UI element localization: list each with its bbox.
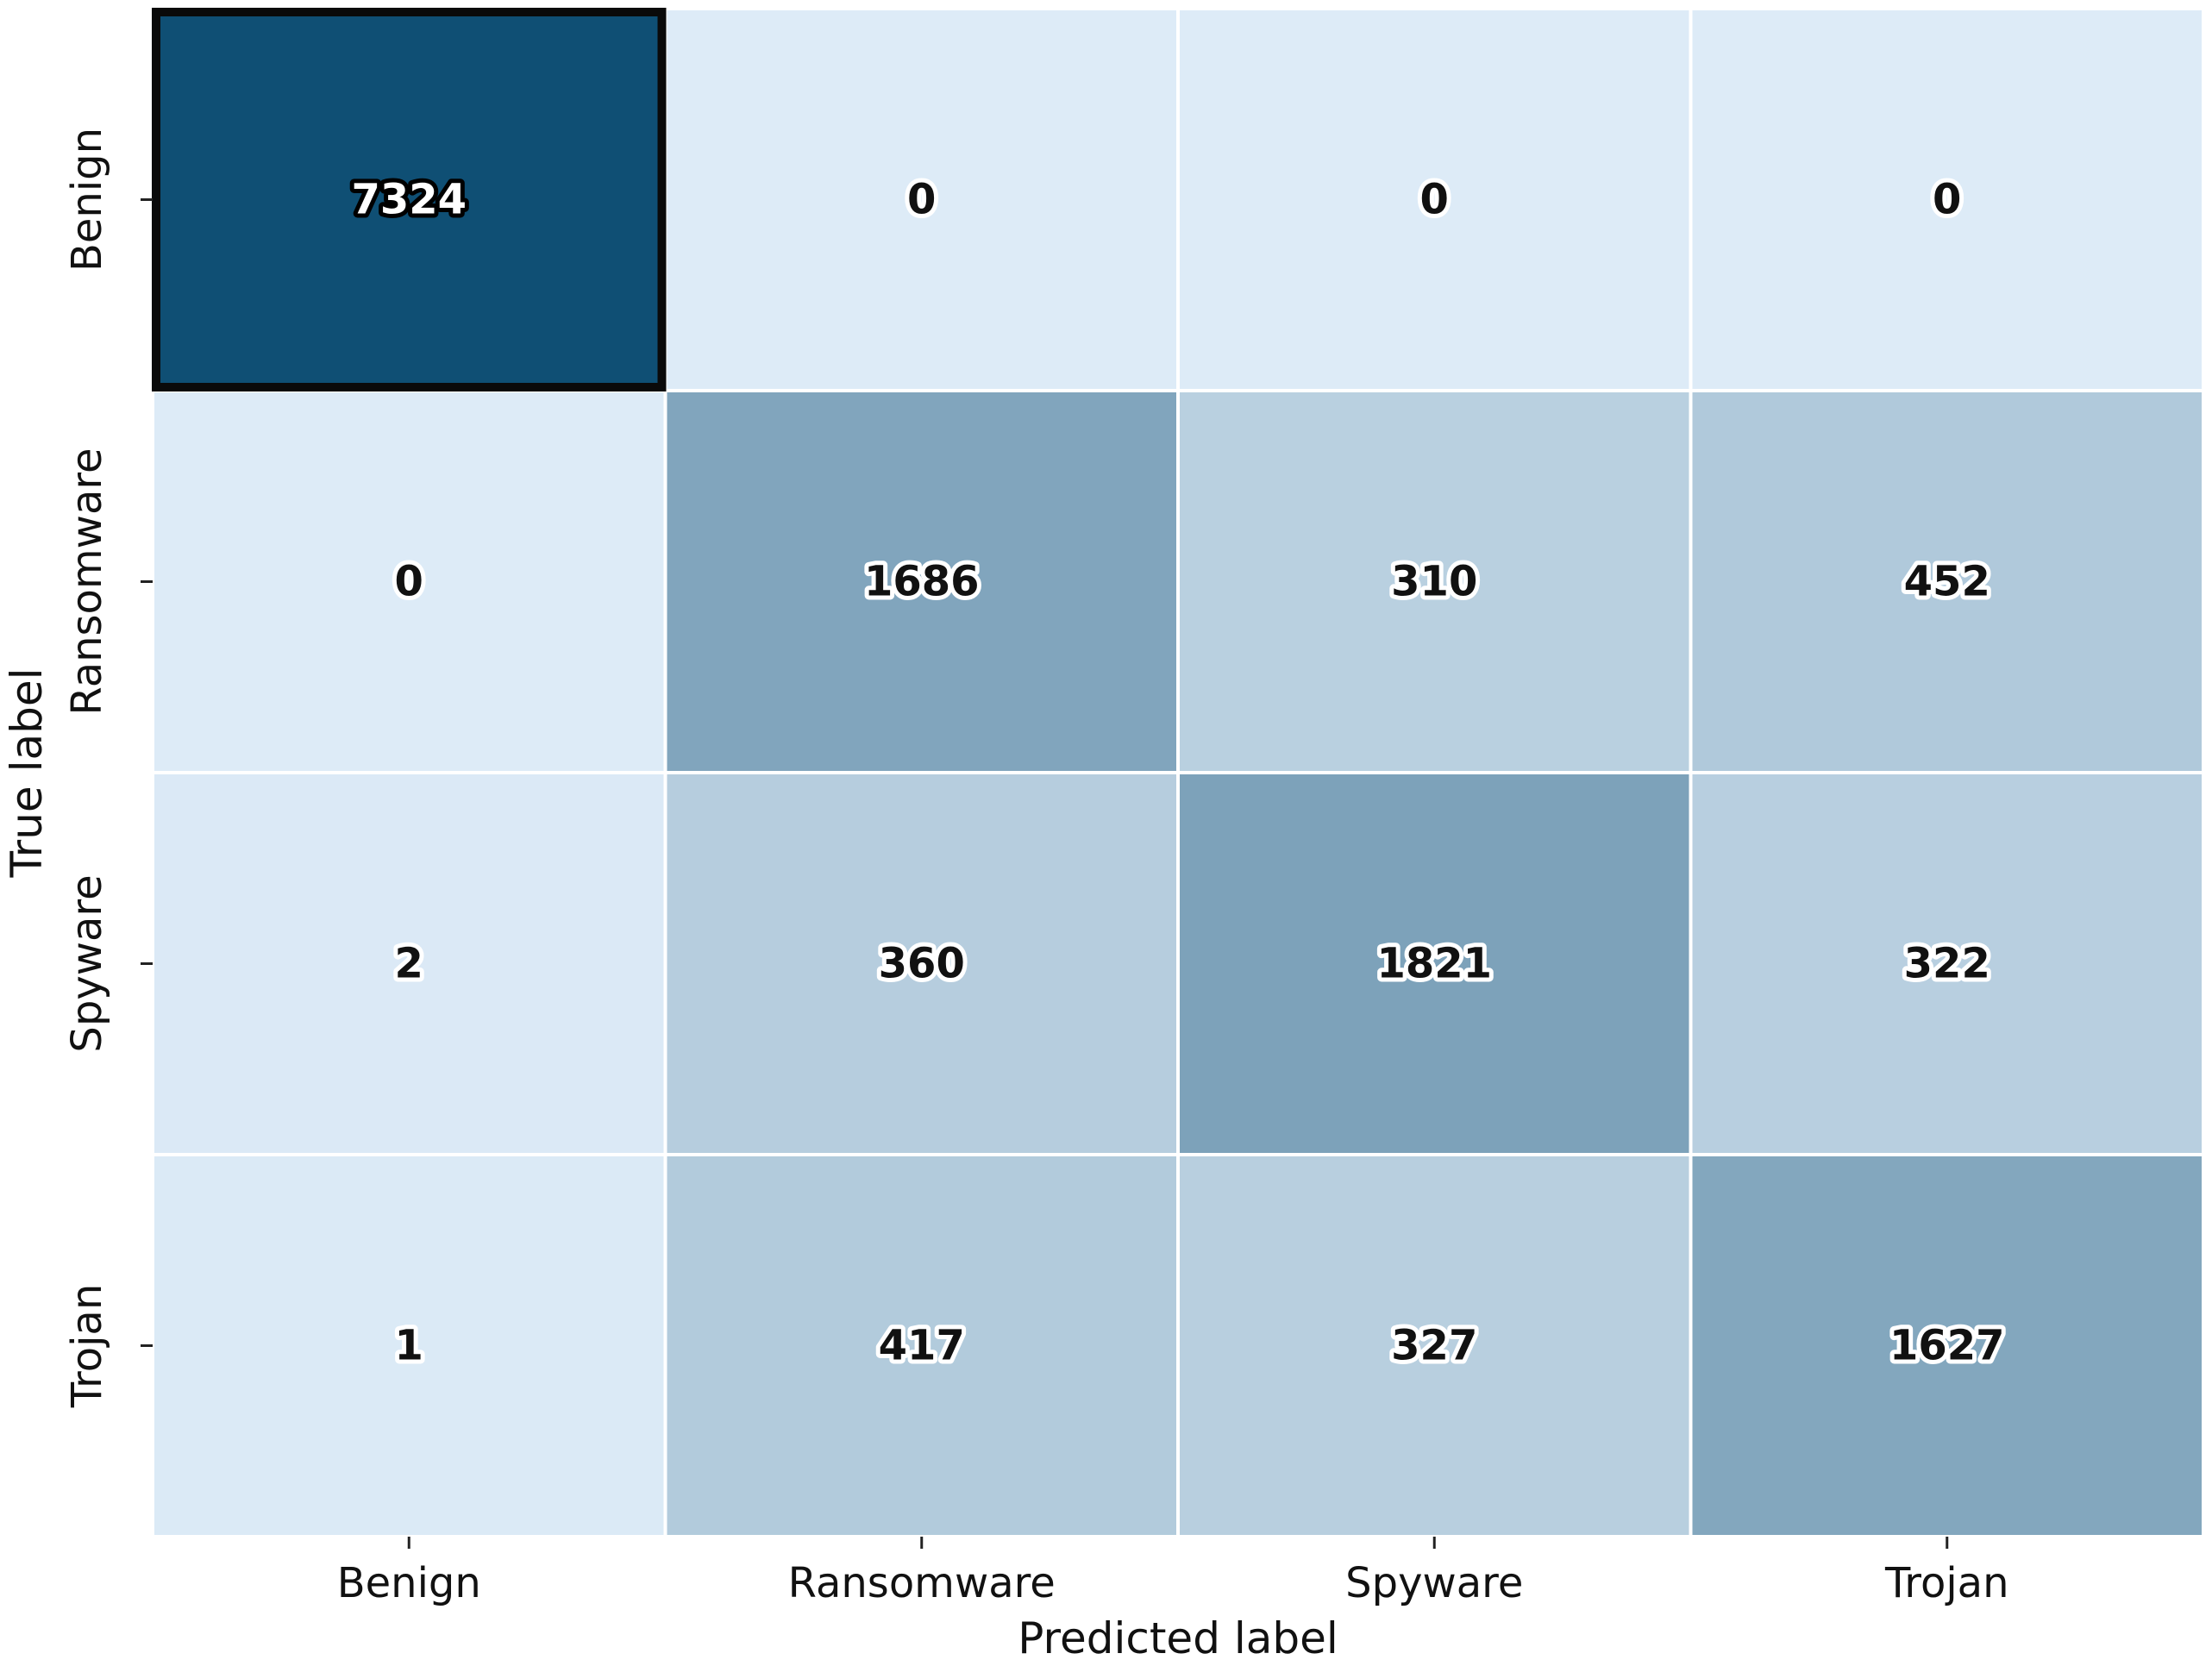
- cell-value-label: 7324: [351, 176, 467, 224]
- y-tick-label: Spyware: [63, 874, 111, 1052]
- cell-value-label: 327: [1391, 1322, 1477, 1370]
- heatmap-cell: [663, 7, 1180, 392]
- highlighted-cell-border: [152, 8, 667, 391]
- heatmap-cell: [1689, 1153, 2205, 1538]
- heatmap-cell: [663, 771, 1180, 1156]
- y-axis-ticks: Benign Ransomware Spyware Trojan: [63, 128, 153, 1408]
- x-tick-label: Benign: [337, 1559, 481, 1607]
- cell-value-label: 1686: [864, 558, 980, 606]
- heatmap-cell: [663, 389, 1180, 774]
- cell-value-label: 322: [1904, 940, 1990, 988]
- cell-value-label: 0: [1933, 176, 1961, 224]
- cell-value-label: 1: [395, 1322, 423, 1370]
- cell-value-label: 417: [879, 1322, 965, 1370]
- heatmap-cell: [1176, 7, 1693, 392]
- x-tick-label: Ransomware: [788, 1559, 1056, 1607]
- heatmap-cell: [1689, 7, 2205, 392]
- heatmap-cell: [1176, 1153, 1693, 1538]
- x-axis-ticks: Benign Ransomware Spyware Trojan: [337, 1537, 2008, 1607]
- y-tick-label: Ransomware: [63, 448, 111, 715]
- cell-value-label: 310: [1391, 558, 1477, 606]
- cell-value-label: 0: [907, 176, 936, 224]
- heatmap-cell: [663, 1153, 1180, 1538]
- heatmap-cell: [1689, 389, 2205, 774]
- heatmap-cell: [151, 1153, 667, 1538]
- y-axis-title: True label: [2, 667, 52, 878]
- cell-value-label: 0: [1420, 176, 1449, 224]
- x-axis-title: Predicted label: [1018, 1613, 1338, 1662]
- cell-value-label: 2: [395, 940, 423, 988]
- cell-value-label: 360: [879, 940, 965, 988]
- y-tick-label: Trojan: [63, 1284, 111, 1408]
- heatmap-cell: [1689, 771, 2205, 1156]
- cell-value-label: 452: [1904, 558, 1990, 606]
- x-tick-label: Trojan: [1884, 1559, 2008, 1607]
- heatmap-cells: [151, 7, 2205, 1538]
- x-tick-label: Spyware: [1345, 1559, 1523, 1607]
- cell-value-label: 1821: [1376, 940, 1492, 988]
- heatmap-cell: [151, 389, 667, 774]
- cell-value-label: 0: [395, 558, 423, 606]
- cell-value-label: 1627: [1889, 1322, 2005, 1370]
- heatmap-cell-labels: 7324 0 0 0 0 1686 310 452 2 360 1821 322 1 417 327 1627: [347, 172, 2008, 1375]
- heatmap-cell: [151, 7, 667, 392]
- y-tick-label: Benign: [63, 128, 111, 272]
